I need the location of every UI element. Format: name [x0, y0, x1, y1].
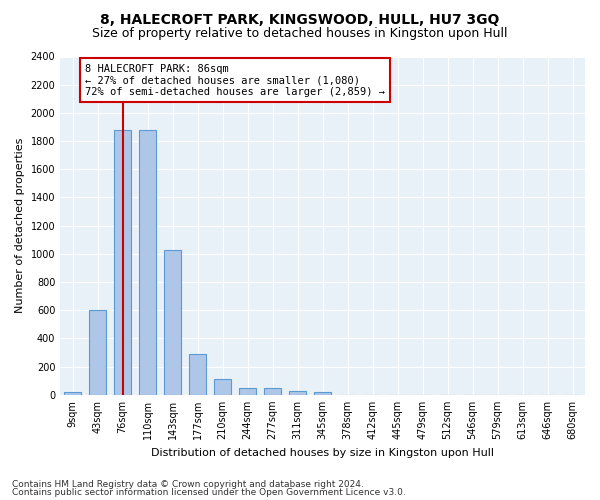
- Text: Contains public sector information licensed under the Open Government Licence v3: Contains public sector information licen…: [12, 488, 406, 497]
- Bar: [264, 388, 281, 395]
- X-axis label: Distribution of detached houses by size in Kingston upon Hull: Distribution of detached houses by size …: [151, 448, 494, 458]
- Bar: [189, 354, 206, 395]
- Bar: [214, 378, 232, 395]
- Bar: [139, 130, 157, 395]
- Y-axis label: Number of detached properties: Number of detached properties: [15, 138, 25, 314]
- Bar: [89, 310, 106, 395]
- Bar: [114, 130, 131, 395]
- Bar: [314, 392, 331, 395]
- Text: Size of property relative to detached houses in Kingston upon Hull: Size of property relative to detached ho…: [92, 28, 508, 40]
- Text: 8 HALECROFT PARK: 86sqm
← 27% of detached houses are smaller (1,080)
72% of semi: 8 HALECROFT PARK: 86sqm ← 27% of detache…: [85, 64, 385, 96]
- Bar: [164, 250, 181, 395]
- Text: Contains HM Land Registry data © Crown copyright and database right 2024.: Contains HM Land Registry data © Crown c…: [12, 480, 364, 489]
- Bar: [239, 388, 256, 395]
- Bar: [289, 390, 307, 395]
- Bar: [64, 392, 82, 395]
- Text: 8, HALECROFT PARK, KINGSWOOD, HULL, HU7 3GQ: 8, HALECROFT PARK, KINGSWOOD, HULL, HU7 …: [100, 12, 500, 26]
